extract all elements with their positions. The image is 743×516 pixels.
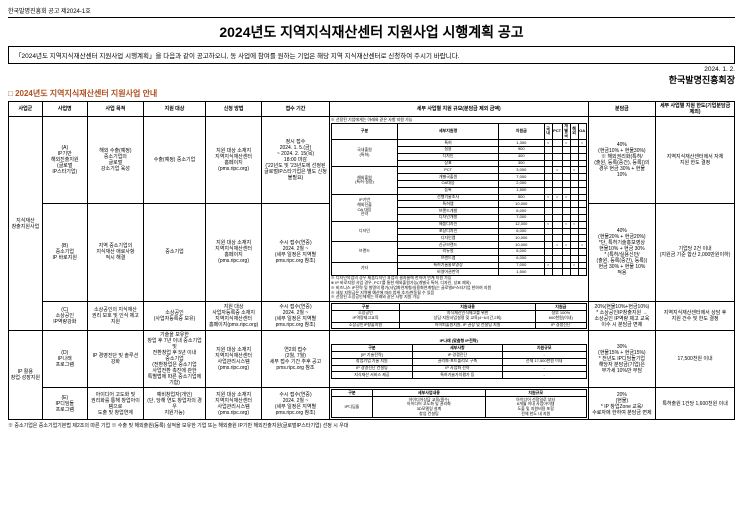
rowC-share: 20%(현물10%+현금10%)* 소상공인IP창출지원 →소상공인 IP역량 …: [588, 302, 656, 331]
section-title: 2024년도 지역지식재산센터 지원사업 안내: [8, 88, 735, 99]
detail3-cell: IP나래 (맞춤형 IP전략) 구분 세부사항 지원규모 [IP 기술전략]IP…: [329, 331, 588, 388]
page-title: 2024년도 지역지식재산센터 지원사업 시행계획 공고: [8, 18, 735, 46]
rowE-limit: 특허출원 1건당 1,600천원 이내: [656, 388, 735, 420]
rowB-target: 중소기업: [144, 203, 206, 301]
rowC-period: 수시 접수(연중)2024. 2월 ~(세부 일정은 지역별pms.ripc.o…: [262, 302, 330, 331]
rowC-limit: 지역지식재산센터에서 상담 후지원 건수 및 한도 결정: [656, 302, 735, 331]
rowE-method: 지원 대상 소재지지역지식재산센터사업관리시스템(pms.ripc.org): [205, 388, 261, 420]
detail2-table: 구분 지원내용 지원금 소상공인IP역량제고교육지식재산인식제고를 위한상담·지…: [331, 303, 587, 329]
detail4-cell: 구분 세부사업내용 지원규모 IP디딤돌아이디어상담 교육(필수)아이디어 고도…: [329, 388, 588, 420]
rowD-name: (D)IP나래프로그램: [42, 331, 87, 388]
rowD-limit: 17,500천원 이내: [656, 331, 735, 388]
col-method: 신청 방법: [205, 102, 261, 117]
detail3-table: 구분 세부사항 지원규모 [IP 기술전략]IP 경쟁진단-창업기업 기술 지원…: [331, 344, 587, 379]
rowB-purpose: 지역 중소기업의지식재산 애로사항적시 해결: [87, 203, 143, 301]
notes1: ※ 디자인목업의 경우 제품디자인 과업의 결과물에 한하여 연계 지원 가능※…: [331, 276, 587, 300]
rowC-name: (C)소상공인IP역량강화: [42, 302, 87, 331]
group2-name: IP 활용창업·성장지원: [9, 331, 43, 420]
rowB-share: 40%(현물20% + 현금20%)*단, 특허기술홍보영상현물10% + 현금…: [588, 203, 656, 301]
detail2-cell: 구분 지원내용 지원금 소상공인IP역량제고교육지식재산인식제고를 위한상담·지…: [329, 302, 588, 331]
table-row: (E)IP디딤돌프로그램 아이디어 고도화 및권리화를 통해 창업아이템으로도출…: [9, 388, 735, 420]
col-limit: 세부 사업별 지원 한도(기업분담금 제외): [656, 102, 735, 117]
notice-number: 한국발명진흥회 공고 제2024-1호: [8, 6, 735, 18]
table-row: IP 활용창업·성장지원 (D)IP나래프로그램 IP 경영진단 및 솔루션강화…: [9, 331, 735, 388]
rowC-purpose: 소상공인의 지식재산권리 보호 및 인식 제고지원: [87, 302, 143, 331]
rowA-limit: 지역지식재산센터에서 자체지원 한도 결정: [656, 117, 735, 204]
rowC-target: 소상공인(사업자등록증 보유): [144, 302, 206, 331]
detail1-cell: ※ 선정된 기업에게는 아래와 같은 사항 지원 가능 구분 세부지원명 지원금…: [329, 117, 588, 302]
d1-h3: 지원금: [498, 123, 544, 139]
table-row: 지식재산창출지원사업 (A)IP기반해외진출지원(글로벌IP스타기업) 해외 수…: [9, 117, 735, 204]
col-group: 사업군: [9, 102, 43, 117]
rowA-target: 수출(예정) 중소기업: [144, 117, 206, 204]
rowA-purpose: 해외 수출(예정)중소기업의글로벌강소기업 육성: [87, 117, 143, 204]
rowD-target: 기술을 보유한창업 후 7년 이내 중소기업 및전환창업 후 5년 이내중소기업…: [144, 331, 206, 388]
rowE-period: 수시 접수(연중)2024. 2월 ~(세부 일정은 지역별pms.ripc.o…: [262, 388, 330, 420]
rowD-method: 지원 대상 소재지지역지식재산센터사업관리시스템(pms.ripc.org): [205, 331, 261, 388]
rowD-purpose: IP 경영진단 및 솔루션강화: [87, 331, 143, 388]
main-table: 사업군 사업명 사업 목적 지원 대상 신청 방법 접수 기간 세부 사업별 지…: [8, 101, 735, 420]
footnote: ※ 중소기업은 중소기업기본법 제2조의 따른 기업 ※ 수출 및 해외출원(등…: [8, 422, 735, 429]
rowE-target: 예비창업자(개인)(단, 당해 연도 창업자의 경우지원가능): [144, 388, 206, 420]
rowE-purpose: 아이디어 고도화 및권리화를 통해 창업아이템으로도출 및 창업연계: [87, 388, 143, 420]
col-purpose: 사업 목적: [87, 102, 143, 117]
rowE-name: (E)IP디딤돌프로그램: [42, 388, 87, 420]
detail4-table: 구분 세부사업내용 지원규모 IP디딤돌아이디어상담 교육(필수)아이디어 고도…: [331, 389, 587, 418]
rowB-name: (B)중소기업IP 바로지원: [42, 203, 87, 301]
rowA-name: (A)IP기반해외진출지원(글로벌IP스타기업): [42, 117, 87, 204]
rowD-period: 연2회 접수(2월, 7월)세부 접수 기간 추후 공고pms.ripc.org…: [262, 331, 330, 388]
col-share: 분담금: [588, 102, 656, 117]
page: 한국발명진흥회 공고 제2024-1호 2024년도 지역지식재산센터 지원사업…: [0, 0, 743, 435]
rowA-share: 40%(현금10% + 현물30%)※ 해외권리화(특허/(출원, 등록(중간)…: [588, 117, 656, 204]
rowA-method: 지원 대상 소재지지역지식재산센터홈페이지(pms.ripc.org): [205, 117, 261, 204]
rowE-share: 20%(현물)* IP 창업Zone 교육/수료자에 한하여 분담금 면제: [588, 388, 656, 420]
rowA-period: 정시 접수2024. 1. 5.(금)~ 2024. 2. 15(목)18:00…: [262, 117, 330, 204]
subtitle: 「2024년도 지역지식재산센터 지원사업 시행계획」을 다음과 같이 공고하오…: [8, 46, 735, 64]
col-name: 사업명: [42, 102, 87, 117]
rowB-period: 수시 접수(연중)2024. 2월 ~(세부 일정은 지역별pms.ripc.o…: [262, 203, 330, 301]
date: 2024. 1. 2.: [8, 66, 735, 73]
table-row: (C)소상공인IP역량강화 소상공인의 지식재산권리 보호 및 인식 제고지원 …: [9, 302, 735, 331]
detail1-table: 구분 세부지원명 지원금 국내 PCT 개별국 해외 OA 국내출원(특허)특허…: [331, 123, 587, 276]
rowB-limit: 기업당 2건 이내(지원금 기준 합산 2,000만원이하): [656, 203, 735, 301]
rowD-share: 30%(현물15% + 현금15%)* 전년도 IP디딤돌기업해당자 분담금(기…: [588, 331, 656, 388]
rowB-method: 지원 대상 소재지지역지식재산센터홈페이지(pms.ripc.org): [205, 203, 261, 301]
organization: 한국발명진흥회장: [8, 73, 735, 86]
rowC-method: 지원 대상사업자등록증 소재지지역지식재산센터홈페이지(pms.ripc.org…: [205, 302, 261, 331]
d1-h1: 구분: [331, 123, 397, 139]
col-scale: 세부 사업별 지원 규모(분담금 제외 금액): [329, 102, 588, 117]
d1-h2: 세부지원명: [398, 123, 499, 139]
col-period: 접수 기간: [262, 102, 330, 117]
group1-name: 지식재산창출지원사업: [9, 117, 43, 331]
col-target: 지원 대상: [144, 102, 206, 117]
